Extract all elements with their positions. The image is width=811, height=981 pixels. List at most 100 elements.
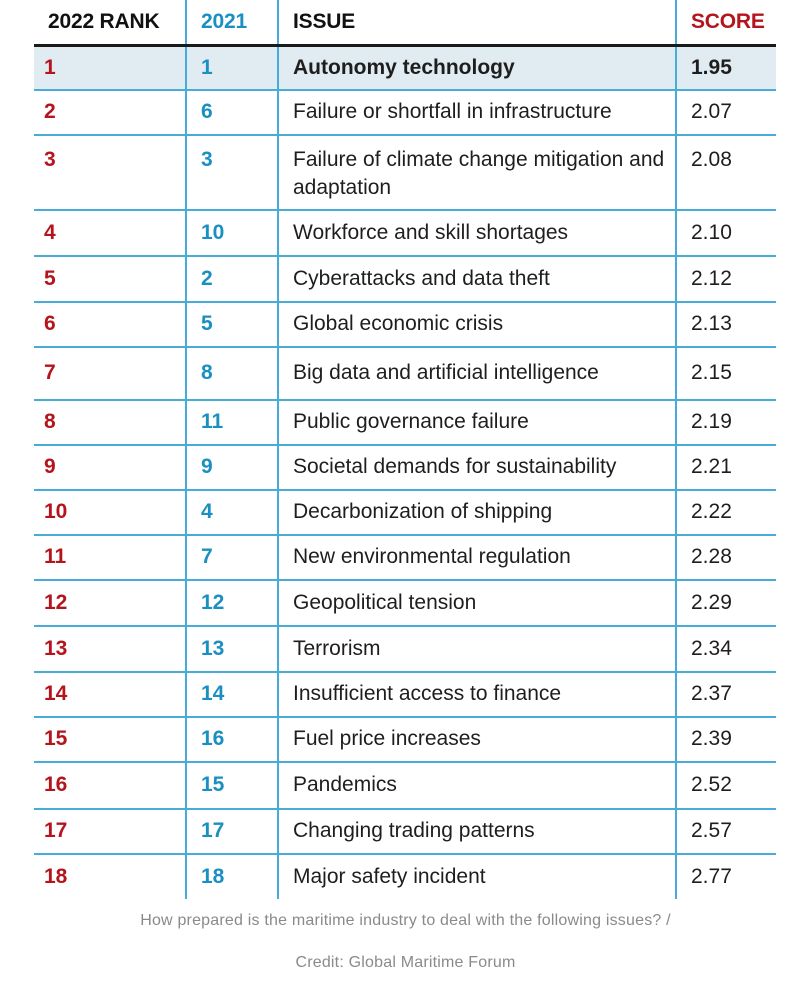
rank-2022-cell: 18 bbox=[44, 864, 68, 888]
table-row: 16 15 Pandemics 2.52 bbox=[34, 761, 776, 810]
rank-2022-cell: 14 bbox=[34, 671, 186, 718]
issue-cell: Big data and artificial intelligence bbox=[277, 346, 676, 401]
rank-2021-cell: 14 bbox=[185, 671, 278, 718]
issue-cell: Cyberattacks and data theft bbox=[277, 255, 676, 303]
table-row: 2 6 Failure or shortfall in infrastructure… bbox=[34, 89, 776, 136]
table-row: 4 10 Workforce and skill shortages 2.10 bbox=[34, 209, 776, 257]
rank-2022-cell: 16 bbox=[34, 761, 186, 810]
table-row: 8 11 Public governance failure 2.19 bbox=[34, 399, 776, 446]
rank-2021-cell: 16 bbox=[185, 716, 278, 763]
rank-2021-cell: 13 bbox=[185, 625, 278, 673]
issue-cell: Pandemics bbox=[277, 761, 676, 810]
table-row: 17 17 Changing trading patterns 2.57 bbox=[34, 808, 776, 855]
rank-2022-cell: 1 bbox=[34, 45, 186, 91]
issue-cell: Insufficient access to finance bbox=[277, 671, 676, 718]
table-body: 1 1 Autonomy technology 1.95 2 6 Failure or sh… bbox=[34, 45, 776, 899]
rank-2021-cell: 9 bbox=[185, 444, 278, 491]
issue-cell: Fuel price increases bbox=[277, 716, 676, 763]
score-cell: 2.52 bbox=[675, 761, 776, 810]
table-row: 1 1 Autonomy technology 1.95 bbox=[34, 45, 776, 91]
rank-2022-cell: 10 bbox=[34, 489, 186, 536]
rank-2021-cell: 7 bbox=[185, 534, 278, 581]
issue-cell: Geopolitical tension bbox=[277, 579, 676, 627]
score-cell: 1.95 bbox=[675, 45, 776, 91]
score-cell: 2.28 bbox=[675, 534, 776, 581]
rank-2021-cell: 5 bbox=[185, 301, 278, 348]
issue-cell: Global economic crisis bbox=[277, 301, 676, 348]
table-row: 11 7 New environmental regulation 2.28 bbox=[34, 534, 776, 581]
ranking-table-container: 2022 RANK 2021 ISSUE SCORE 1 1 Autonomy te… bbox=[34, 0, 776, 899]
table-row: 15 16 Fuel price increases 2.39 bbox=[34, 716, 776, 763]
rank-2021-cell: 10 bbox=[185, 209, 278, 257]
header-issue: ISSUE bbox=[277, 0, 676, 47]
issue-cell: Public governance failure bbox=[277, 399, 676, 446]
table-header-row: 2022 RANK 2021 ISSUE SCORE bbox=[34, 0, 776, 47]
issue-cell: New environmental regulation bbox=[277, 534, 676, 581]
rank-2022-cell: 2 bbox=[34, 89, 186, 136]
score-cell: 2.12 bbox=[675, 255, 776, 303]
rank-2022-cell: 8 bbox=[34, 399, 186, 446]
score-cell: 2.19 bbox=[675, 399, 776, 446]
rank-2021-cell: 18 bbox=[185, 853, 278, 899]
rank-2021-cell: 4 bbox=[185, 489, 278, 536]
table-row: 6 5 Global economic crisis 2.13 bbox=[34, 301, 776, 348]
score-cell: 2.22 bbox=[675, 489, 776, 536]
rank-2021-cell: 8 bbox=[185, 346, 278, 401]
score-cell: 2.15 bbox=[675, 346, 776, 401]
rank-2022-cell: 9 bbox=[34, 444, 186, 491]
rank-2022-cell: 11 bbox=[34, 534, 186, 581]
issue-cell: Decarbonization of shipping bbox=[277, 489, 676, 536]
score-cell: 2.57 bbox=[675, 808, 776, 855]
ranking-table: 2022 RANK 2021 ISSUE SCORE 1 1 Autonomy te… bbox=[34, 0, 776, 899]
caption-question: How prepared is the maritime industry to… bbox=[140, 912, 671, 929]
score-cell: 2.39 bbox=[675, 716, 776, 763]
score-cell: 2.13 bbox=[675, 301, 776, 348]
rank-2021-cell: 1 bbox=[185, 45, 278, 91]
issue-cell: Societal demands for sustainability bbox=[277, 444, 676, 491]
rank-2022-cell: 3 bbox=[34, 134, 186, 211]
rank-2022-cell: 15 bbox=[34, 716, 186, 763]
score-cell: 2.34 bbox=[675, 625, 776, 673]
table-row: 13 13 Terrorism 2.34 bbox=[34, 625, 776, 673]
rank-2021-cell: 6 bbox=[185, 89, 278, 136]
header-2021-rank: 2021 bbox=[185, 0, 278, 47]
issue-cell: Major safety incident bbox=[277, 853, 676, 899]
rank-2021-cell: 15 bbox=[185, 761, 278, 810]
table-row: 9 9 Societal demands for sustainability 2.2… bbox=[34, 444, 776, 491]
rank-2022-cell: 13 bbox=[34, 625, 186, 673]
rank-2021-cell: 2 bbox=[185, 255, 278, 303]
score-cell: 2.07 bbox=[675, 89, 776, 136]
table-row: 10 4 Decarbonization of shipping 2.22 bbox=[34, 489, 776, 536]
table-row: 3 3 Failure of climate change mitigation a… bbox=[34, 134, 776, 211]
rank-2021-cell: 11 bbox=[185, 399, 278, 446]
header-score: SCORE bbox=[675, 0, 776, 47]
issue-cell: Autonomy technology bbox=[277, 45, 676, 91]
rank-2022-cell: 4 bbox=[34, 209, 186, 257]
score-cell: 2.77 bbox=[675, 853, 776, 899]
caption-credit: Credit: Global Maritime Forum bbox=[295, 954, 516, 971]
table-row: 5 2 Cyberattacks and data theft 2.12 bbox=[34, 255, 776, 303]
score-cell: 2.10 bbox=[675, 209, 776, 257]
score-cell: 2.37 bbox=[675, 671, 776, 718]
rank-2022-cell: 5 bbox=[34, 255, 186, 303]
table-row: 7 8 Big data and artificial intelligence 2.… bbox=[34, 346, 776, 401]
score-cell: 2.21 bbox=[675, 444, 776, 491]
header-2022-rank: 2022 RANK bbox=[34, 0, 186, 47]
issue-cell: Failure or shortfall in infrastructure bbox=[277, 89, 676, 136]
rank-2021-cell: 12 bbox=[185, 579, 278, 627]
issue-cell: Terrorism bbox=[277, 625, 676, 673]
rank-2022-cell: 7 bbox=[34, 346, 186, 401]
score-cell: 2.29 bbox=[675, 579, 776, 627]
rank-2022-cell: 12 bbox=[34, 579, 186, 627]
issue-cell: Failure of climate change mitigation and… bbox=[277, 134, 676, 211]
issue-cell: Workforce and skill shortages bbox=[277, 209, 676, 257]
rank-2021-cell: 17 bbox=[185, 808, 278, 855]
rank-2022-cell: 17 bbox=[34, 808, 186, 855]
issue-cell: Changing trading patterns bbox=[277, 808, 676, 855]
score-cell: 2.08 bbox=[675, 134, 776, 211]
table-row: 18 18 Major safety incident 2.77 bbox=[34, 853, 776, 899]
rank-2022-cell: 6 bbox=[34, 301, 186, 348]
rank-2021-cell: 3 bbox=[185, 134, 278, 211]
table-row: 12 12 Geopolitical tension 2.29 bbox=[34, 579, 776, 627]
table-row: 14 14 Insufficient access to finance 2.37 bbox=[34, 671, 776, 718]
